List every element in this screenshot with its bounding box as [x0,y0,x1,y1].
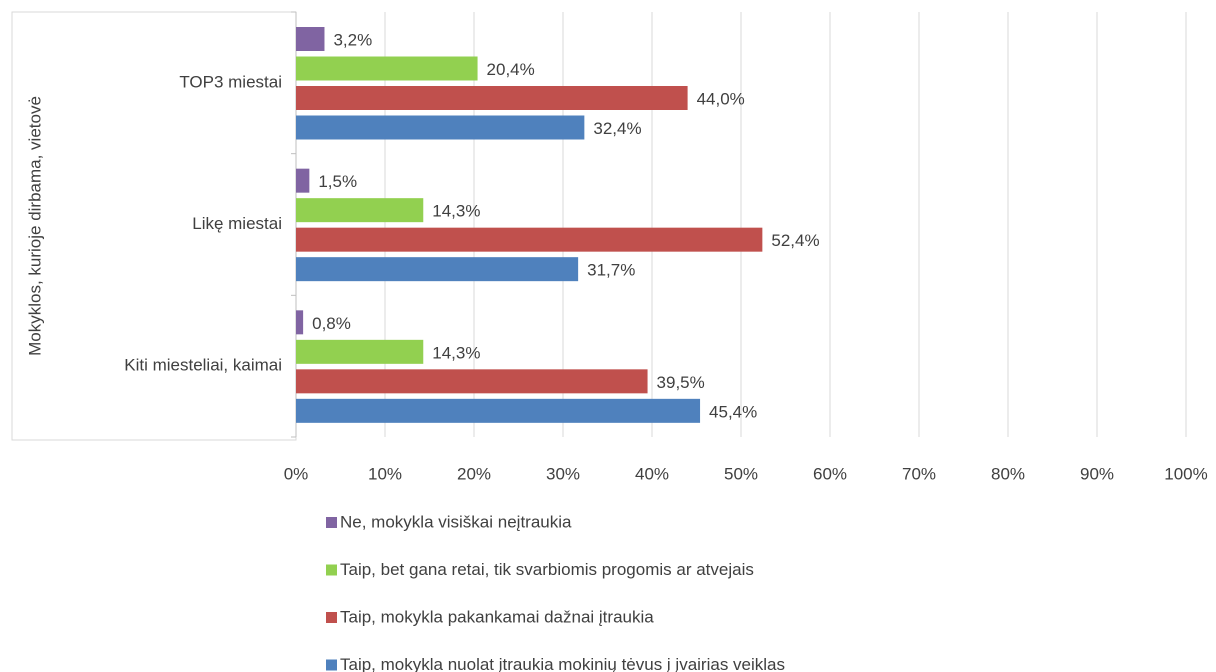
y-tick-label: Likę miestai [192,214,282,233]
value-label: 1,5% [318,172,357,191]
legend-label: Taip, mokykla nuolat įtraukia mokinių tė… [340,655,785,672]
x-tick-label: 40% [635,464,669,483]
legend-label: Ne, mokykla visiškai neįtraukia [340,512,572,531]
value-label: 32,4% [593,119,641,138]
bar [296,56,478,81]
bar [296,310,304,335]
value-label: 39,5% [657,373,705,392]
x-tick-label: 50% [724,464,758,483]
bar [296,115,585,140]
legend-swatch [326,564,337,576]
bar [296,339,424,364]
x-tick-label: 90% [1080,464,1114,483]
value-label: 44,0% [697,89,745,108]
y-tick-label: TOP3 miestai [179,72,282,91]
bar [296,86,688,110]
x-tick-label: 60% [813,464,847,483]
x-tick-label: 70% [902,464,936,483]
x-tick-label: 20% [457,464,491,483]
bar [296,27,325,51]
value-label: 14,3% [432,202,480,221]
legend-label: Taip, bet gana retai, tik svarbiomis pro… [340,560,754,579]
legend-swatch [326,659,337,671]
legend-swatch [326,612,337,623]
bar [296,398,701,423]
x-tick-label: 30% [546,464,580,483]
value-label: 14,3% [432,343,480,362]
x-tick-label: 100% [1164,464,1207,483]
value-label: 31,7% [587,261,635,280]
y-axis-title: Mokyklos, kurioje dirbama, vietovė [25,96,44,356]
y-tick-label: Kiti miesteliai, kaimai [124,356,282,375]
bar [296,257,579,282]
legend-label: Taip, mokykla pakankamai dažnai įtraukia [340,607,654,626]
bar [296,227,763,252]
bar [296,198,424,223]
value-label: 45,4% [709,402,757,421]
bar [296,168,310,193]
value-label: 3,2% [333,30,372,49]
legend-swatch [326,517,337,528]
x-tick-label: 80% [991,464,1025,483]
bar [296,369,648,394]
value-label: 20,4% [487,60,535,79]
value-label: 52,4% [771,231,819,250]
x-tick-label: 0% [284,464,309,483]
x-tick-label: 10% [368,464,402,483]
value-label: 0,8% [312,314,351,333]
